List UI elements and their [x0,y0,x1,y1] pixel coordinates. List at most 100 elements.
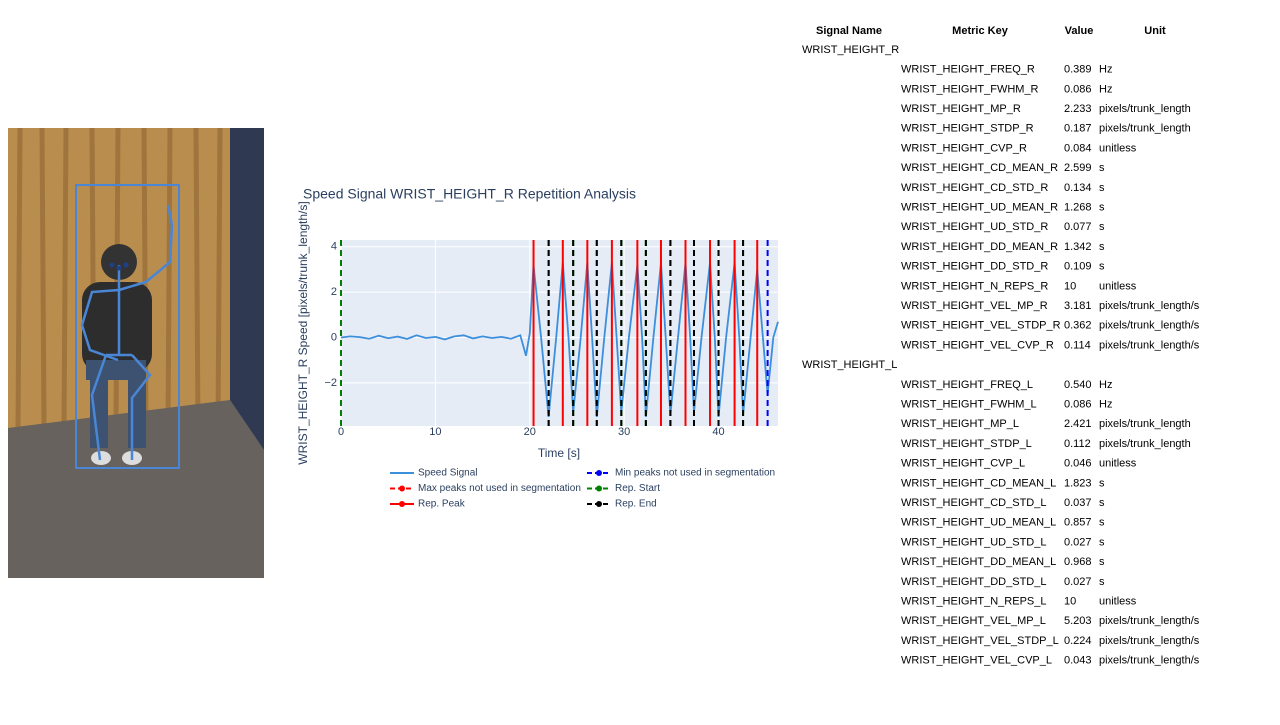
table-cell: WRIST_HEIGHT_UD_MEAN_L [901,517,1056,529]
table-cell: WRIST_HEIGHT_CD_STD_L [901,497,1046,509]
table-cell: WRIST_HEIGHT_CVP_R [901,142,1027,154]
table-cell: pixels/trunk_length [1099,123,1191,135]
table-cell: 0.362 [1064,320,1092,332]
legend-label: Speed Signal [418,468,478,479]
table-cell: pixels/trunk_length [1099,418,1191,430]
table-cell: s [1099,556,1105,568]
table-header: Metric Key [952,25,1009,37]
table-cell: 0.187 [1064,123,1092,135]
table-cell: s [1099,517,1105,529]
table-cell: pixels/trunk_length [1099,438,1191,450]
table-cell: s [1099,202,1105,214]
table-cell: 0.086 [1064,399,1092,411]
table-cell: WRIST_HEIGHT_MP_L [901,418,1019,430]
table-cell: 0.027 [1064,576,1092,588]
table-cell: Hz [1099,379,1112,391]
plot-area [341,240,778,426]
legend-label: Min peaks not used in segmentation [615,468,775,479]
table-cell: 0.077 [1064,221,1092,233]
speed-line [340,262,779,417]
y-tick-label: −2 [324,377,337,389]
legend-label: Rep. End [615,499,657,510]
table-cell: pixels/trunk_length/s [1099,339,1200,351]
table-cell: WRIST_HEIGHT_VEL_CVP_R [901,339,1054,351]
legend-marker [596,485,602,492]
table-cell: WRIST_HEIGHT_DD_STD_L [901,576,1046,588]
table-cell: s [1099,241,1105,253]
table-cell: WRIST_HEIGHT_DD_MEAN_L [901,556,1056,568]
x-tick-label: 0 [338,426,344,438]
table-cell: WRIST_HEIGHT_FREQ_L [901,379,1033,391]
table-cell: 0.134 [1064,182,1092,194]
y-tick-label: 0 [331,331,337,343]
table-cell: WRIST_HEIGHT_FWHM_L [901,399,1037,411]
photo [8,127,264,578]
table-cell: 0.086 [1064,83,1092,95]
table-cell: 1.823 [1064,477,1092,489]
legend-label: Max peaks not used in segmentation [418,483,581,494]
y-axis-label: WRIST_HEIGHT_R Speed [pixels/trunk_lengt… [296,201,310,464]
table-cell: 0.037 [1064,497,1092,509]
table-cell: 0.540 [1064,379,1092,391]
table-cell: pixels/trunk_length/s [1099,320,1200,332]
table-cell: Hz [1099,83,1112,95]
table-cell: WRIST_HEIGHT_N_REPS_R [901,280,1048,292]
table-header: Value [1065,25,1094,37]
table-cell: WRIST_HEIGHT_STDP_L [901,438,1032,450]
legend-label: Rep. Peak [418,499,466,510]
table-cell: s [1099,497,1105,509]
table-cell: Hz [1099,64,1112,76]
table-cell: 0.046 [1064,458,1092,470]
legend-label: Rep. Start [615,483,660,494]
table-cell: unitless [1099,142,1137,154]
legend-marker [596,501,602,507]
legend-marker [399,501,405,507]
table-cell: WRIST_HEIGHT_VEL_CVP_L [901,655,1052,667]
table-cell: 5.203 [1064,615,1092,627]
table-cell: WRIST_HEIGHT_CD_STD_R [901,182,1048,194]
table-cell: WRIST_HEIGHT_STDP_R [901,123,1034,135]
table-cell: 0.027 [1064,536,1092,548]
table-cell: 0.968 [1064,556,1092,568]
table-cell: 0.043 [1064,655,1092,667]
table-cell: Hz [1099,399,1112,411]
table-cell: WRIST_HEIGHT_DD_MEAN_R [901,241,1058,253]
table-cell: pixels/trunk_length/s [1099,655,1200,667]
table-cell: 0.224 [1064,635,1092,647]
table-cell: 0.084 [1064,142,1092,154]
x-tick-label: 30 [618,426,630,438]
table-cell: WRIST_HEIGHT_UD_STD_R [901,221,1048,233]
table-cell: s [1099,162,1105,174]
table-cell: pixels/trunk_length [1099,103,1191,115]
y-tick-label: 2 [331,286,337,298]
group-name: WRIST_HEIGHT_L [802,359,897,371]
table-cell: 0.389 [1064,64,1092,76]
table-cell: s [1099,536,1105,548]
table-cell: WRIST_HEIGHT_FWHM_R [901,83,1039,95]
table-cell: 0.114 [1064,339,1091,351]
table-cell: WRIST_HEIGHT_VEL_STDP_L [901,635,1059,647]
table-cell: WRIST_HEIGHT_UD_STD_L [901,536,1046,548]
table-cell: WRIST_HEIGHT_VEL_MP_L [901,615,1046,627]
x-tick-label: 20 [524,426,536,438]
table-cell: s [1099,261,1105,273]
table-cell: s [1099,576,1105,588]
table-cell: s [1099,221,1105,233]
table-cell: 3.181 [1064,300,1092,312]
table-cell: WRIST_HEIGHT_CD_MEAN_R [901,162,1058,174]
table-cell: 1.342 [1064,241,1092,253]
x-tick-label: 10 [429,426,441,438]
table-cell: s [1099,477,1105,489]
table-cell: WRIST_HEIGHT_N_REPS_L [901,596,1046,608]
table-cell: 0.112 [1064,438,1091,450]
table-cell: 0.109 [1064,261,1092,273]
table-cell: unitless [1099,596,1137,608]
table-cell: unitless [1099,280,1137,292]
table-cell: WRIST_HEIGHT_FREQ_R [901,64,1035,76]
table-header: Unit [1144,25,1166,37]
legend-marker [596,470,602,476]
table-cell: 10 [1064,280,1076,292]
table-cell: 2.421 [1064,418,1092,430]
group-name: WRIST_HEIGHT_R [802,44,899,56]
